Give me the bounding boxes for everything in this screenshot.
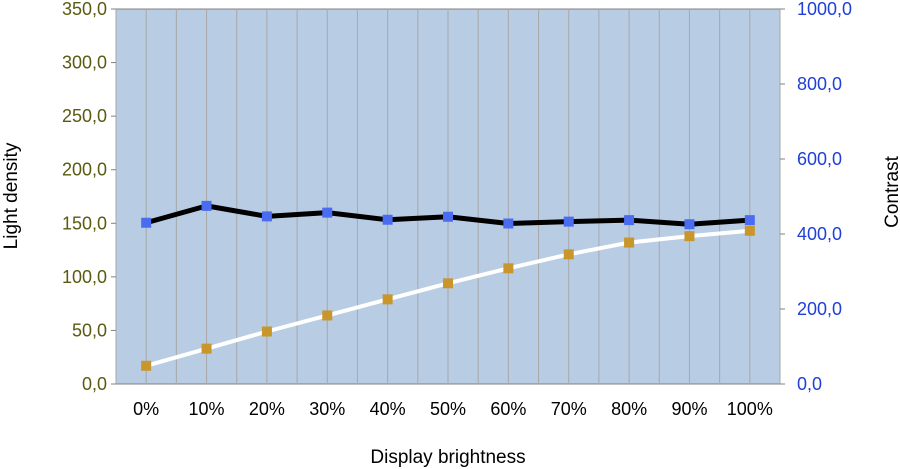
x-axis-ticks: 0% 10% 20% 30% 40% 50% 60% 70% 80% 90% 100% — [133, 399, 773, 419]
right-tick-label: 200,0 — [797, 299, 842, 319]
series-2-point — [382, 214, 393, 225]
x-tick-label: 50% — [430, 399, 466, 419]
series-2-point — [503, 218, 514, 229]
series-2-point — [261, 211, 272, 222]
left-tick-label: 100,0 — [62, 267, 107, 287]
x-tick-label: 80% — [611, 399, 647, 419]
x-tick-label: 0% — [133, 399, 159, 419]
series-2-point — [322, 207, 333, 218]
series-2-point — [201, 200, 212, 211]
right-tick-label: 0,0 — [797, 374, 822, 394]
series-1 — [141, 225, 755, 371]
series-1-point — [322, 310, 333, 321]
x-tick-label: 90% — [671, 399, 707, 419]
right-axis-title: Contrast — [882, 155, 900, 228]
left-tick-label: 200,0 — [62, 160, 107, 180]
left-axis-title: Light density — [1, 142, 22, 249]
right-tick-label: 400,0 — [797, 224, 842, 244]
series-2-point — [624, 215, 635, 226]
series-1-point — [563, 249, 574, 260]
series-1-point — [382, 294, 393, 305]
series-1-point — [624, 237, 635, 248]
series-1-point — [201, 343, 212, 354]
x-axis-title: Display brightness — [370, 447, 525, 468]
left-tick-label: 50,0 — [72, 320, 107, 340]
series-1-point — [443, 278, 453, 289]
x-tick-label: 40% — [370, 399, 406, 419]
series-1-point — [744, 225, 755, 236]
x-tick-label: 20% — [249, 399, 285, 419]
right-tick-label: 1000,0 — [797, 0, 852, 19]
series-1-point — [141, 360, 152, 371]
left-tick-label: 300,0 — [62, 53, 107, 73]
left-axis-ticks: 0,0 50,0 100,0 150,0 200,0 250,0 300,0 350,0 — [62, 0, 116, 394]
x-tick-label: 30% — [309, 399, 345, 419]
series-1-point — [503, 263, 514, 274]
left-tick-label: 0,0 — [82, 374, 107, 394]
series-1-point — [684, 231, 695, 242]
series-2-point — [141, 217, 152, 228]
x-tick-label: 60% — [490, 399, 526, 419]
left-tick-label: 150,0 — [62, 213, 107, 233]
right-axis-ticks: 0,0 200,0 400,0 600,0 800,0 1000,0 — [780, 0, 852, 394]
series-1-point — [261, 326, 272, 337]
x-tick-label: 70% — [551, 399, 587, 419]
right-tick-label: 600,0 — [797, 149, 842, 169]
right-tick-label: 800,0 — [797, 74, 842, 94]
x-tick-label: 10% — [189, 399, 225, 419]
grid-lines — [115, 9, 781, 384]
series-2-point — [563, 216, 574, 227]
left-tick-label: 350,0 — [62, 0, 107, 19]
series-2-point — [443, 211, 453, 222]
x-tick-label: 100% — [727, 399, 773, 419]
series-layer — [141, 200, 755, 371]
left-tick-label: 250,0 — [62, 106, 107, 126]
series-2-point — [684, 219, 695, 230]
series-2 — [141, 200, 755, 230]
series-2-point — [744, 215, 755, 226]
